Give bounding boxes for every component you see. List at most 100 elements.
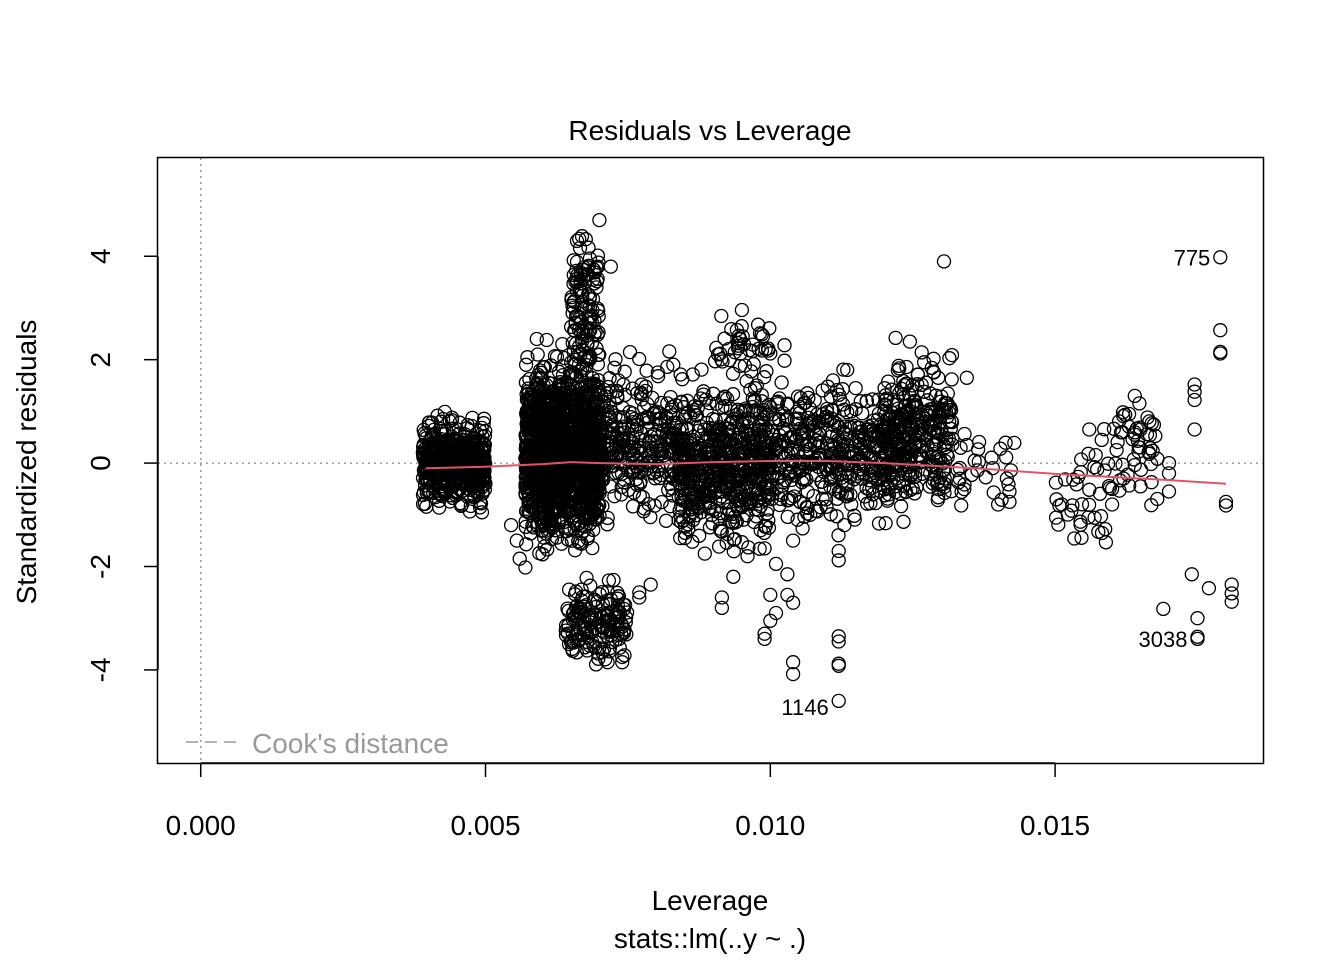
data-point <box>959 437 974 453</box>
data-point <box>823 429 838 444</box>
data-point <box>1048 510 1064 525</box>
data-point <box>592 212 607 228</box>
data-point <box>442 414 457 429</box>
data-point <box>443 449 458 465</box>
data-point <box>647 498 662 513</box>
data-point <box>721 502 737 517</box>
data-point <box>650 369 666 384</box>
data-point <box>665 426 680 441</box>
data-point <box>673 367 688 382</box>
data-point <box>610 591 625 606</box>
data-point <box>1132 396 1147 411</box>
data-point <box>620 452 635 467</box>
data-point <box>617 648 632 663</box>
data-point <box>753 523 768 538</box>
data-point <box>469 478 484 493</box>
data-point <box>1108 456 1123 471</box>
data-point <box>568 316 583 331</box>
data-point <box>603 385 618 400</box>
data-point <box>1073 464 1088 480</box>
data-point <box>474 505 490 520</box>
data-point <box>683 436 699 452</box>
data-point <box>862 482 877 497</box>
data-point <box>737 404 752 419</box>
data-point <box>565 643 580 658</box>
data-point <box>518 476 533 492</box>
data-point <box>769 395 784 410</box>
data-point <box>1100 456 1116 471</box>
data-point <box>640 461 655 477</box>
data-point <box>862 444 877 460</box>
data-point <box>569 254 585 270</box>
data-point <box>615 434 630 449</box>
data-point <box>509 533 524 548</box>
data-point <box>717 389 732 404</box>
data-point <box>763 587 778 603</box>
data-point <box>784 429 799 445</box>
data-point <box>774 434 790 449</box>
data-point <box>567 323 582 338</box>
data-point <box>908 416 924 431</box>
data-point <box>710 429 725 444</box>
data-point <box>707 470 722 485</box>
data-point <box>772 413 787 428</box>
data-point <box>632 351 647 367</box>
data-point <box>937 479 952 495</box>
data-point <box>571 534 586 549</box>
data-point <box>565 404 581 419</box>
data-point <box>660 396 675 411</box>
data-point <box>583 615 598 630</box>
data-point <box>615 619 630 634</box>
data-point <box>768 556 784 572</box>
data-point <box>853 394 868 409</box>
data-point <box>1087 510 1102 525</box>
data-point <box>596 467 611 482</box>
data-point <box>549 530 565 545</box>
data-point <box>914 377 929 392</box>
data-point <box>691 479 706 495</box>
data-point <box>877 482 893 497</box>
data-point <box>536 446 551 462</box>
data-point <box>1187 392 1202 408</box>
data-point <box>615 655 630 670</box>
data-point <box>759 364 774 379</box>
data-point <box>899 359 914 375</box>
data-point <box>888 409 904 424</box>
data-point <box>444 412 460 428</box>
data-point <box>564 292 579 307</box>
data-point <box>521 445 536 461</box>
data-point <box>737 358 753 373</box>
data-point <box>990 497 1006 512</box>
data-point <box>910 367 925 382</box>
data-point <box>836 362 851 377</box>
data-point <box>843 487 858 502</box>
data-point <box>443 488 458 503</box>
data-point <box>560 532 575 547</box>
data-point <box>580 268 595 283</box>
data-point <box>830 491 845 506</box>
data-point <box>761 520 777 535</box>
data-point <box>924 418 939 433</box>
data-point <box>575 288 590 304</box>
data-point <box>1146 417 1162 432</box>
data-point <box>742 495 757 511</box>
data-point <box>717 399 733 414</box>
x-tick-label: 0.000 <box>166 810 236 841</box>
data-point <box>689 408 705 423</box>
data-point <box>580 287 596 302</box>
data-point <box>795 454 810 470</box>
data-point <box>463 498 478 514</box>
data-point <box>722 416 738 431</box>
data-point <box>616 377 631 392</box>
data-point <box>1120 467 1135 482</box>
data-point <box>547 481 562 496</box>
data-point <box>549 419 565 434</box>
data-point <box>837 517 852 533</box>
data-point <box>1213 346 1228 361</box>
data-point <box>711 539 727 554</box>
data-point <box>579 358 594 373</box>
data-point <box>754 327 769 342</box>
data-point <box>780 587 795 603</box>
data-point <box>978 470 993 485</box>
data-point <box>705 516 720 531</box>
